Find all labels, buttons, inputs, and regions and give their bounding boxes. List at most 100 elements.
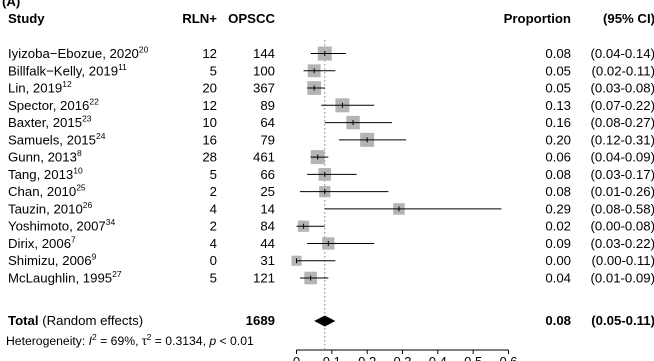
study-name: Dirix, 2006 — [8, 236, 71, 251]
study-events: 5 — [210, 63, 217, 78]
study-events: 12 — [202, 46, 217, 61]
study-ci: (0.03-0.08) — [590, 81, 654, 96]
study-name: Chan, 2010 — [8, 184, 76, 199]
study-row: Billfalk−Kelly, 201911 5 100 0.05 (0.02-0.11… — [8, 62, 654, 79]
study-total: 89 — [260, 98, 275, 113]
study-ci: (0.07-0.22) — [590, 98, 654, 113]
study-total: 64 — [260, 115, 275, 130]
study-label: Tang, 201310 — [8, 165, 83, 182]
summary-proportion: 0.08 — [545, 313, 571, 328]
study-proportion: 0.06 — [545, 150, 571, 165]
column-headers: Study RLN+ OPSCC Proportion (95% CI) — [8, 11, 654, 26]
study-label: Yoshimoto, 200734 — [8, 217, 115, 234]
study-events: 12 — [202, 98, 217, 113]
study-name: Tang, 2013 — [8, 167, 73, 182]
study-ci: (0.00-0.08) — [590, 219, 654, 234]
summary-row: Total (Random effects) 1689 0.08 (0.05-0… — [8, 313, 654, 328]
study-name: Yoshimoto, 2007 — [8, 219, 106, 234]
header-events: RLN+ — [182, 11, 217, 26]
study-name: McLaughlin, 1995 — [8, 271, 112, 286]
het-i2-sym: I — [89, 334, 93, 348]
study-ref: 23 — [82, 114, 92, 124]
study-total: 100 — [253, 63, 275, 78]
study-events: 5 — [210, 271, 217, 286]
study-total: 31 — [260, 253, 275, 268]
study-row: Samuels, 201524 16 79 0.20 (0.12-0.31) — [8, 131, 654, 148]
het-p-sym: p — [208, 334, 216, 348]
study-ci: (0.04-0.14) — [590, 46, 654, 61]
study-ci: (0.08-0.58) — [590, 201, 654, 216]
study-proportion: 0.20 — [545, 132, 571, 147]
study-ci: (0.01-0.09) — [590, 271, 654, 286]
study-proportion: 0.16 — [545, 115, 571, 130]
study-ref: 26 — [83, 200, 93, 210]
study-events: 16 — [202, 132, 217, 147]
het-i2-val: = 69%, — [97, 334, 142, 348]
study-ref: 22 — [89, 96, 99, 106]
study-name: Baxter, 2015 — [8, 115, 82, 130]
study-name: Samuels, 2015 — [8, 132, 96, 147]
study-events: 28 — [202, 150, 217, 165]
header-proportion: Proportion — [504, 11, 571, 26]
study-label: Chan, 201025 — [8, 183, 86, 200]
study-name: Lin, 2019 — [8, 81, 62, 96]
study-row: Yoshimoto, 200734 2 84 0.02 (0.00-0.08) — [8, 217, 654, 234]
study-proportion: 0.13 — [545, 98, 571, 113]
study-row: McLaughlin, 199527 5 121 0.04 (0.01-0.09) — [8, 269, 654, 286]
study-proportion: 0.05 — [545, 81, 571, 96]
study-ref: 20 — [139, 45, 149, 55]
study-events: 2 — [210, 219, 217, 234]
heterogeneity-text: Heterogeneity: I2 = 69%, τ2 = 0.3134, p … — [6, 332, 254, 348]
study-proportion: 0.00 — [545, 253, 571, 268]
study-label: Iyizoba−Ebozue, 202020 — [8, 45, 149, 62]
study-ci: (0.03-0.17) — [590, 167, 654, 182]
summary-label-bold: Total — [8, 313, 39, 328]
x-tick-label: 0.3 — [393, 354, 411, 361]
study-name: Shimizu, 2006 — [8, 253, 92, 268]
study-row: Tauzin, 201026 4 14 0.29 (0.08-0.58) — [8, 200, 654, 217]
study-row: Tang, 201310 5 66 0.08 (0.03-0.17) — [8, 165, 654, 182]
x-tick-label: 0.1 — [323, 354, 341, 361]
study-ref: 7 — [71, 234, 76, 244]
study-row: Dirix, 20067 4 44 0.09 (0.03-0.22) — [8, 234, 654, 251]
study-proportion: 0.29 — [545, 201, 571, 216]
study-total: 144 — [253, 46, 275, 61]
summary-diamond — [314, 315, 336, 327]
study-name: Tauzin, 2010 — [8, 201, 83, 216]
study-row: Iyizoba−Ebozue, 202020 12 144 0.08 (0.04-0.1… — [8, 45, 654, 62]
study-events: 4 — [210, 201, 217, 216]
study-ref: 34 — [106, 217, 116, 227]
study-total: 84 — [260, 219, 275, 234]
het-tau-sym: τ — [142, 334, 147, 348]
summary-ci: (0.05-0.11) — [591, 313, 654, 328]
study-row: Shimizu, 20069 0 31 0.00 (0.00-0.11) — [8, 252, 654, 269]
het-tau-val: = 0.3134, — [151, 334, 209, 348]
het-p-val: < 0.01 — [216, 334, 254, 348]
study-total: 367 — [253, 81, 275, 96]
study-proportion: 0.09 — [545, 236, 571, 251]
study-ci: (0.04-0.09) — [590, 150, 654, 165]
study-total: 14 — [260, 201, 275, 216]
study-events: 20 — [202, 81, 217, 96]
study-name: Spector, 2016 — [8, 98, 89, 113]
study-label: McLaughlin, 199527 — [8, 269, 122, 286]
study-total: 66 — [260, 167, 275, 182]
study-total: 461 — [253, 150, 275, 165]
summary-label: Total (Random effects) — [8, 313, 143, 328]
study-proportion: 0.05 — [545, 63, 571, 78]
study-label: Spector, 201622 — [8, 96, 99, 113]
study-label: Shimizu, 20069 — [8, 252, 97, 269]
study-events: 0 — [210, 253, 217, 268]
study-name: Gunn, 2013 — [8, 150, 77, 165]
study-label: Gunn, 20138 — [8, 148, 82, 165]
study-label: Baxter, 201523 — [8, 114, 92, 131]
study-label: Billfalk−Kelly, 201911 — [8, 62, 127, 79]
study-events: 4 — [210, 236, 217, 251]
study-label: Tauzin, 201026 — [8, 200, 93, 217]
study-name: Billfalk−Kelly, 2019 — [8, 63, 118, 78]
study-label: Samuels, 201524 — [8, 131, 106, 148]
study-label: Dirix, 20067 — [8, 234, 76, 251]
study-ci: (0.02-0.11) — [591, 63, 654, 78]
study-ref: 8 — [77, 148, 82, 158]
study-row: Spector, 201622 12 89 0.13 (0.07-0.22) — [8, 96, 654, 113]
